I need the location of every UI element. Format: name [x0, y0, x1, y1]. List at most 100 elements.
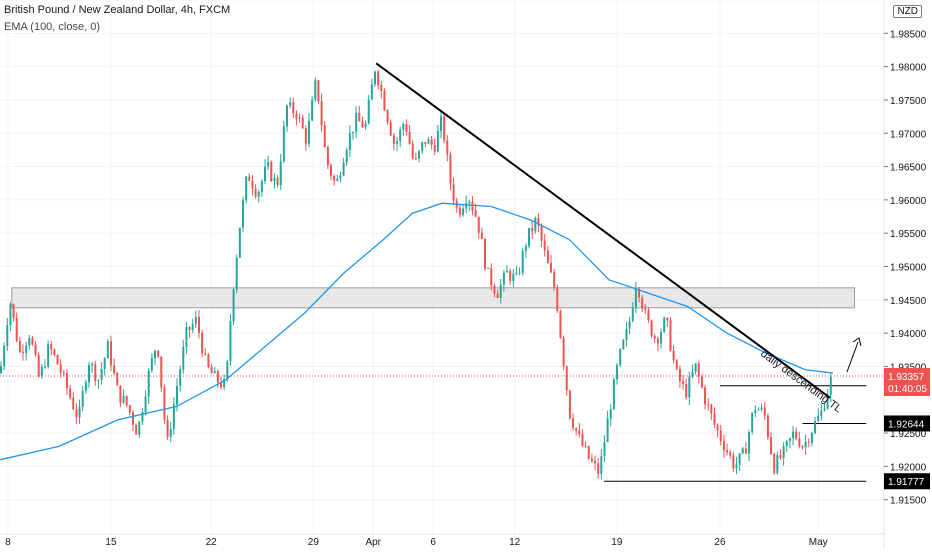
x-tick-label: 29: [308, 537, 320, 548]
indicator-legend: EMA (100, close, 0): [4, 21, 100, 33]
candle-body: [581, 434, 584, 446]
candle-body: [647, 309, 650, 321]
candle-body: [810, 432, 813, 443]
candle-body: [232, 289, 235, 322]
candle-body: [31, 338, 34, 345]
candle-body: [392, 135, 395, 144]
candle-body: [358, 113, 361, 122]
candle-body: [374, 71, 377, 85]
candle-body: [807, 441, 810, 443]
y-tick-label: 1.96500: [890, 163, 927, 174]
descending-trendline[interactable]: [375, 62, 831, 399]
candle-body: [320, 101, 323, 126]
y-tick-label: 1.97000: [890, 129, 927, 140]
candle-body: [600, 456, 603, 474]
candle-body: [814, 421, 817, 433]
candle-body: [135, 424, 138, 435]
candle-body: [414, 158, 417, 160]
breakout-arrow: [846, 341, 859, 373]
candle-body: [345, 149, 348, 163]
candle-body: [537, 218, 540, 226]
y-tick-label: 1.94000: [890, 329, 927, 340]
candle-body: [578, 430, 581, 435]
candle-body: [138, 421, 141, 435]
resistance-zone[interactable]: [11, 287, 856, 309]
candle-body: [801, 446, 804, 448]
candle-body: [216, 371, 219, 383]
candle-body: [770, 437, 773, 454]
ema-line[interactable]: [0, 202, 834, 461]
y-tick-label: 1.93500: [890, 362, 927, 373]
candle-body: [672, 350, 675, 361]
candle-body: [760, 407, 763, 410]
bar-countdown-label: 01:40:05: [888, 384, 927, 395]
candle-body: [433, 144, 436, 152]
candle-body: [751, 412, 754, 433]
x-tick-label: Apr: [365, 537, 381, 548]
candle-body: [430, 139, 433, 145]
candle-body: [788, 438, 791, 441]
candle-body: [267, 162, 270, 167]
candle-body: [213, 371, 216, 374]
candle-body: [396, 141, 399, 144]
candle-body: [103, 358, 106, 370]
x-tick-label: 12: [509, 537, 521, 548]
candle-body: [242, 200, 245, 228]
level-price-label: 1.91777: [888, 477, 925, 488]
level-price-tag[interactable]: [884, 473, 930, 490]
candle-body: [56, 355, 59, 365]
candle-body: [147, 370, 150, 397]
candle-body: [122, 395, 125, 403]
candle-body: [502, 272, 505, 285]
candle-body: [238, 227, 241, 258]
price-axis[interactable]: [884, 0, 932, 550]
candle-body: [619, 348, 622, 366]
candle-body: [62, 372, 65, 374]
candle-body: [355, 113, 358, 132]
candle-body: [245, 176, 248, 201]
candle-body: [729, 452, 732, 456]
candle-body: [587, 446, 590, 459]
candle-body: [700, 376, 703, 388]
candle-body: [12, 304, 15, 318]
candle-body: [795, 431, 798, 439]
candle-body: [81, 390, 84, 407]
candle-body: [342, 162, 345, 176]
candle-body: [28, 338, 31, 346]
candle-body: [515, 272, 518, 274]
candle-body: [94, 363, 97, 381]
candle-body: [273, 178, 276, 182]
candle-body: [480, 232, 483, 239]
level-price-tag[interactable]: [884, 415, 930, 432]
candle-body: [326, 147, 329, 166]
candle-body: [257, 191, 260, 197]
candle-body: [43, 366, 46, 368]
candle-body: [172, 404, 175, 430]
candle-body: [405, 124, 408, 132]
candle-body: [304, 128, 307, 144]
candle-body: [575, 428, 578, 431]
candle-body: [100, 369, 103, 380]
candle-body: [474, 210, 477, 217]
candle-body: [191, 324, 194, 331]
candle-body: [722, 441, 725, 451]
candle-body: [18, 341, 21, 352]
candle-body: [427, 139, 430, 144]
candle-body: [333, 176, 336, 181]
currency-badge[interactable]: NZD: [893, 5, 922, 18]
candle-body: [264, 166, 267, 182]
candle-body: [568, 390, 571, 419]
candle-body: [694, 363, 697, 372]
y-tick-label: 1.95000: [890, 263, 927, 274]
candle-body: [741, 448, 744, 454]
candle-body: [311, 99, 314, 121]
candle-body: [367, 99, 370, 124]
candle-body: [3, 346, 6, 366]
current-price-tag[interactable]: [884, 367, 930, 396]
candle-body: [509, 270, 512, 281]
candle-body: [707, 404, 710, 406]
candle-body: [25, 345, 28, 353]
candle-body: [763, 407, 766, 416]
